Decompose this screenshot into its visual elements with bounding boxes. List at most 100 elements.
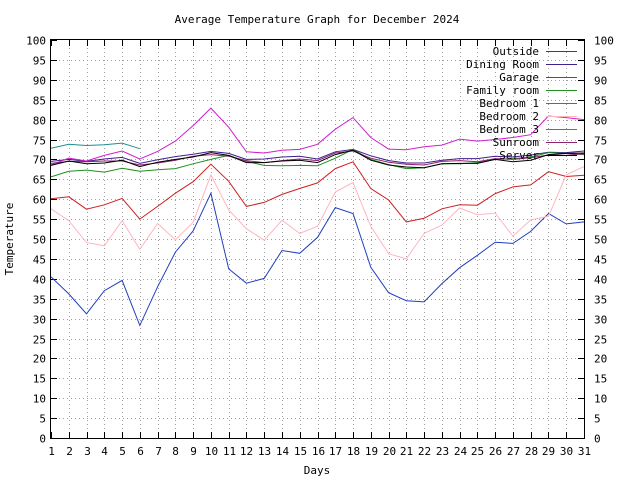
legend-label-garage: Garage [499,71,539,84]
y-tick-label: 60 [33,194,46,207]
x-tick-label: 13 [258,445,271,458]
y-tick-label: 95 [33,55,46,68]
x-tick-label: 3 [84,445,91,458]
y-tick-label: 20 [594,353,607,366]
plot-frame [50,39,585,439]
x-tick-label: 11 [223,445,236,458]
y-tick-label: 100 [594,35,614,48]
x-tick-label: 5 [119,445,126,458]
series-line-garage [50,161,585,223]
y-tick-label: 80 [33,115,46,128]
legend-label-bedroom-2: Bedroom 2 [479,110,539,123]
y-tick-label: 30 [33,314,46,327]
x-tick-label: 6 [137,445,144,458]
x-tick-label: 26 [489,445,502,458]
y-tick-label: 100 [26,35,46,48]
y-tick-label: 95 [594,55,607,68]
y-tick-label: 75 [33,135,46,148]
series-line-bedroom-3 [50,142,140,150]
x-tick-label: 31 [578,445,591,458]
series-lines [50,107,585,327]
y-tick-label: 5 [594,413,601,426]
legend-label-outside: Outside [493,45,539,58]
x-tick-label: 27 [507,445,520,458]
x-tick-label: 24 [454,445,468,458]
y-tick-label: 0 [39,433,46,446]
grid [51,40,584,438]
y-tick-label: 10 [33,393,46,406]
y-tick-label: 0 [594,433,601,446]
x-tick-label: 18 [347,445,360,458]
x-tick-label: 23 [436,445,449,458]
x-tick-label: 28 [525,445,538,458]
y-tick-label: 70 [33,154,46,167]
y-tick-label: 30 [594,314,607,327]
x-tick-label: 2 [66,445,73,458]
y-tick-label: 40 [33,274,46,287]
y-tick-label: 80 [594,115,607,128]
y-tick-label: 65 [594,174,607,187]
y-tick-label: 70 [594,154,607,167]
legend-label-bedroom-3: Bedroom 3 [479,123,539,136]
series-line-sunroom [50,150,585,166]
y-axis-left: 0 5 10 15 20 25 30 35 40 45 50 55 60 65 70 75 80 85 90 95 10… [26,35,57,446]
y-tick-label: 10 [594,393,607,406]
series-line-server [50,149,585,169]
y-axis-label: Temperature [3,203,16,276]
x-tick-label: 12 [240,445,253,458]
y-tick-label: 90 [594,75,607,88]
y-tick-label: 35 [594,294,607,307]
y-tick-label: 65 [33,174,46,187]
y-tick-label: 5 [39,413,46,426]
x-tick-label: 14 [276,445,290,458]
x-tick-label: 21 [400,445,413,458]
y-tick-label: 45 [594,254,607,267]
y-tick-label: 15 [33,373,46,386]
y-tick-label: 25 [594,334,607,347]
x-tick-label: 20 [383,445,396,458]
y-tick-label: 75 [594,135,607,148]
x-tick-label: 10 [205,445,218,458]
series-line-outside [50,191,585,327]
y-axis-right: 0 5 10 15 20 25 30 35 40 45 50 55 60 65 70 75 80 85 90 95 10… [578,35,614,446]
y-tick-label: 15 [594,373,607,386]
x-tick-label: 16 [312,445,325,458]
series-line-dining-room [50,148,585,164]
x-axis: 1 2 3 4 5 6 7 8 9 10 11 12 13 14 15 16 17 18 19 20 21 22 23 24 2… [48,40,591,458]
y-tick-label: 35 [33,294,46,307]
x-tick-label: 22 [418,445,431,458]
y-tick-label: 85 [33,95,46,108]
series-line-bedroom-2 [50,166,585,260]
series-line-bedroom-1 [50,107,585,166]
x-tick-label: 15 [294,445,307,458]
y-tick-label: 55 [594,214,607,227]
y-tick-label: 50 [594,234,607,247]
chart-title: Average Temperature Graph for December 2… [175,13,460,26]
y-tick-label: 60 [594,194,607,207]
y-tick-label: 50 [33,234,46,247]
y-tick-label: 55 [33,214,46,227]
x-tick-label: 9 [190,445,197,458]
x-tick-label: 1 [48,445,55,458]
legend-label-dining-room: Dining Room [466,58,539,71]
y-tick-label: 90 [33,75,46,88]
y-tick-label: 40 [594,274,607,287]
y-tick-label: 85 [594,95,607,108]
x-tick-label: 30 [560,445,573,458]
x-axis-label: Days [304,464,331,477]
x-tick-label: 17 [329,445,342,458]
x-tick-label: 19 [365,445,378,458]
x-tick-label: 25 [471,445,484,458]
x-tick-label: 29 [542,445,555,458]
x-tick-label: 4 [101,445,108,458]
legend-label-family-room: Family room [466,84,539,97]
y-tick-label: 25 [33,334,46,347]
y-tick-label: 20 [33,353,46,366]
legend-label-sunroom: Sunroom [493,136,540,149]
legend-label-server: Server [499,149,539,162]
x-tick-label: 8 [172,445,179,458]
x-tick-label: 7 [155,445,162,458]
legend-label-bedroom-1: Bedroom 1 [479,97,539,110]
